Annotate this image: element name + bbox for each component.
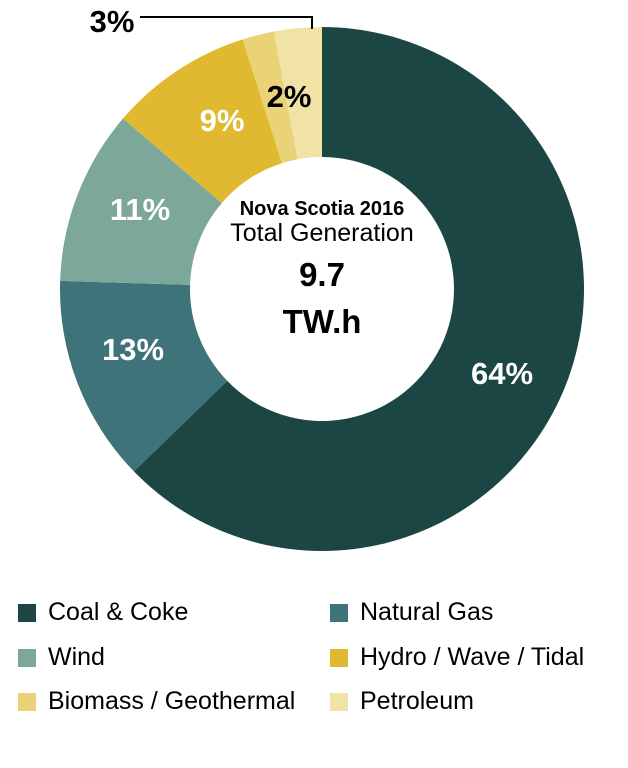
slice-wind (60, 118, 222, 285)
data-label-hydro: 9% (199, 103, 245, 138)
legend-swatch (18, 648, 36, 667)
slice-hydro-wave-tidal (123, 39, 282, 204)
data-label-coal: 64% (470, 356, 534, 391)
legend-item-coal: Coal & Coke (18, 598, 188, 627)
legend-swatch (330, 603, 348, 622)
legend-item-wind: Wind (18, 643, 105, 672)
data-label-petroleum: 3% (89, 4, 135, 39)
legend-swatch (330, 692, 348, 711)
legend-item-hydro: Hydro / Wave / Tidal (330, 643, 584, 672)
legend-label: Biomass / Geothermal (48, 687, 296, 715)
legend-label: Natural Gas (360, 598, 494, 626)
data-label-biomass: 2% (266, 79, 312, 114)
legend-swatch (18, 692, 36, 711)
center-value: 9.7 (299, 256, 345, 293)
legend-item-biomass: Biomass / Geothermal (18, 687, 295, 716)
petroleum-leader-line (140, 16, 313, 29)
legend-swatch (330, 648, 348, 667)
center-unit: TW.h (282, 303, 362, 340)
legend-swatch (18, 603, 36, 622)
legend-label: Coal & Coke (48, 598, 189, 626)
data-label-wind: 11% (109, 192, 171, 227)
slice-coal-coke (133, 27, 584, 552)
slice-biomass-geothermal (242, 31, 298, 164)
legend-label: Wind (48, 643, 105, 671)
slice-natural-gas (59, 280, 228, 472)
legend-item-petroleum: Petroleum (330, 687, 474, 716)
data-label-natural-gas: 13% (101, 332, 165, 367)
legend-label: Petroleum (360, 687, 474, 715)
slice-petroleum (273, 27, 322, 160)
center-subtitle: Total Generation (230, 219, 414, 247)
center-title: Nova Scotia 2016 (239, 198, 405, 220)
legend-item-natural-gas: Natural Gas (330, 598, 493, 627)
legend-label: Hydro / Wave / Tidal (360, 643, 585, 671)
